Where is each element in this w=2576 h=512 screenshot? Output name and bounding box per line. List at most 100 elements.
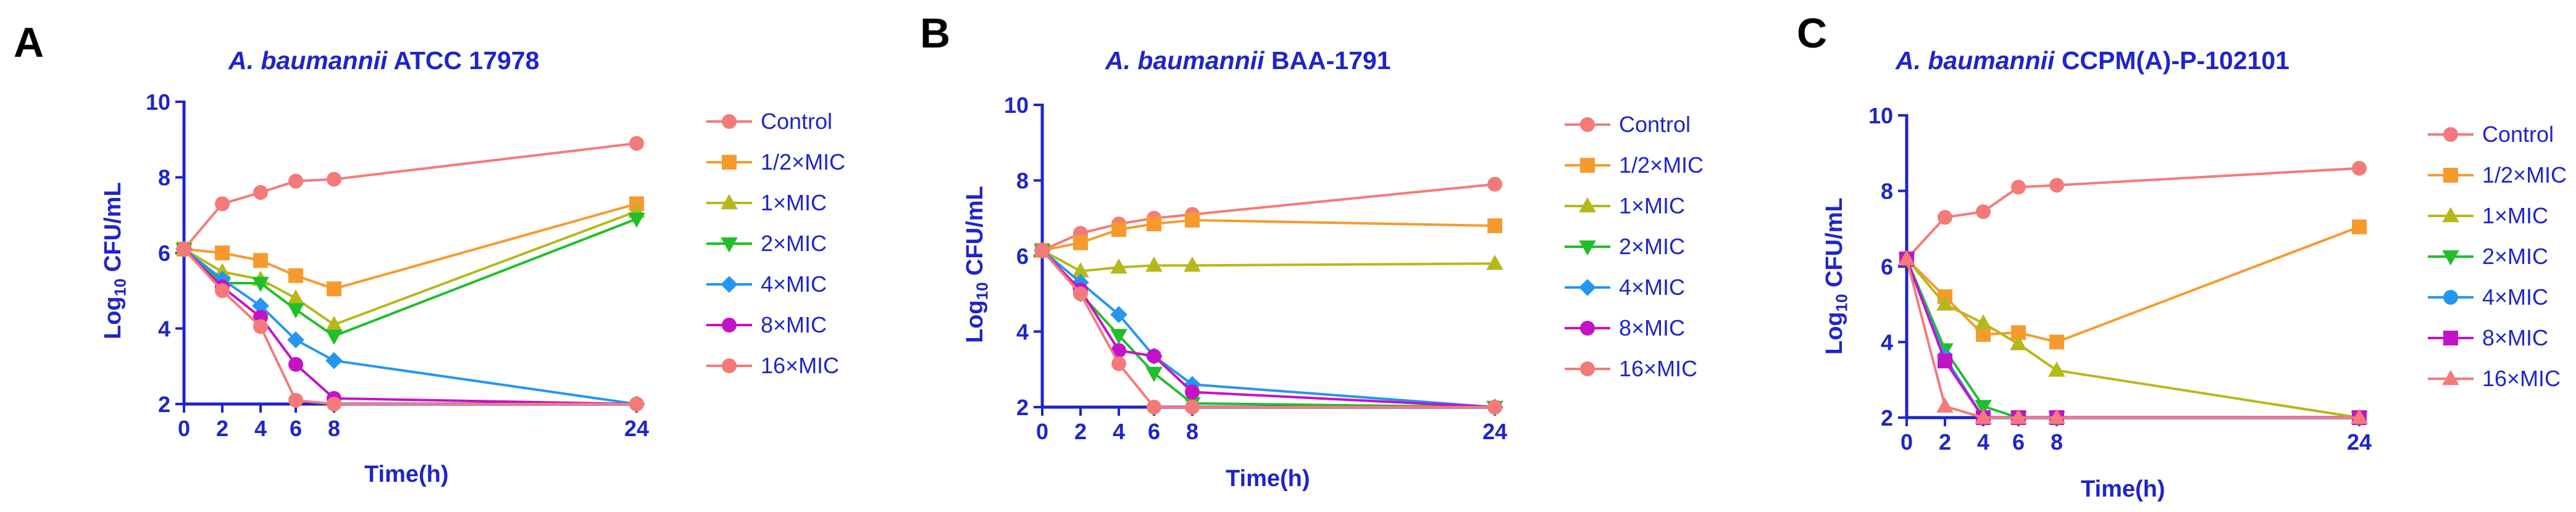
- legend-label: 1/2×MIC: [1619, 152, 1704, 178]
- data-point-16xmic: [1185, 400, 1200, 415]
- x-tick-label: 0: [1901, 429, 1913, 455]
- data-point-8xmic: [1185, 384, 1200, 400]
- data-point-16xmic: [629, 397, 644, 411]
- legend-label: 2×MIC: [2482, 244, 2549, 269]
- series-line-control: [183, 142, 637, 250]
- legend: Control 1/2×MIC 1×MIC 2×MIC 4×MIC 8×MIC 16×MIC: [2427, 122, 2576, 394]
- data-point-4xmic: [1110, 306, 1127, 323]
- series-line-halfxmic: [1042, 218, 1495, 252]
- data-point-16xmic: [1111, 356, 1126, 371]
- data-point-8xmic: [288, 357, 303, 372]
- series-line-8xmic: [183, 248, 637, 405]
- legend-marker: [1579, 240, 1596, 256]
- data-point-control: [1938, 210, 1952, 225]
- y-tick-label: 6: [158, 241, 170, 266]
- data-point-control: [2049, 178, 2064, 193]
- legend-label: 1/2×MIC: [761, 149, 846, 175]
- legend-marker: [1580, 361, 1595, 376]
- x-tick-label: 4: [1113, 419, 1125, 444]
- legend-label: 16×MIC: [761, 353, 840, 378]
- data-point-2xmic: [325, 329, 343, 345]
- legend: Control 1/2×MIC 1×MIC 2×MIC 4×MIC 8×MIC 16×MIC: [1563, 112, 1717, 384]
- x-tick-label: 4: [254, 416, 267, 441]
- legend-swatch: [1565, 279, 1610, 296]
- legend-marker: [2442, 250, 2459, 266]
- legend-marker: [722, 114, 737, 129]
- x-tick-label: 8: [1186, 419, 1198, 444]
- series-line-2xmic: [1905, 258, 2359, 419]
- x-tick-label: 8: [328, 416, 340, 441]
- legend-swatch: [1565, 117, 1610, 132]
- y-tick-label: 6: [1881, 254, 1893, 279]
- data-point-halfxmic: [1111, 222, 1126, 237]
- series-line-2xmic: [1041, 249, 1495, 408]
- data-point-1xmic: [287, 289, 304, 305]
- x-tick-label: 2: [1939, 429, 1951, 455]
- legend-label: 1×MIC: [1619, 193, 1686, 218]
- chart-title-species: A. baumannii: [228, 46, 388, 75]
- legend-marker: [722, 155, 737, 170]
- data-point-2xmic: [1110, 329, 1127, 345]
- legend-label: 8×MIC: [761, 312, 827, 337]
- x-tick-label: 4: [1977, 429, 1989, 455]
- data-point-4xmic: [1072, 274, 1089, 291]
- legend-marker: [1580, 117, 1595, 132]
- data-point-halfxmic: [288, 268, 303, 283]
- data-point-8xmic: [1111, 343, 1126, 358]
- data-point-halfxmic: [253, 253, 268, 268]
- panel-letter: B: [920, 10, 951, 57]
- data-point-halfxmic: [327, 281, 341, 297]
- x-tick-label: 0: [178, 416, 190, 441]
- x-tick-label: 6: [1148, 419, 1160, 444]
- data-point-16xmic: [1147, 400, 1161, 415]
- data-point-1xmic: [214, 263, 231, 278]
- series-line-4xmic: [1041, 249, 1495, 408]
- data-point-1xmic: [325, 315, 343, 331]
- legend-swatch: [1565, 197, 1610, 213]
- data-point-1xmic: [1975, 314, 1992, 330]
- chart-title-strain: CCPM(A)-P-102101: [2061, 46, 2290, 75]
- legend-label: 4×MIC: [2482, 284, 2549, 310]
- data-point-1xmic: [1184, 256, 1201, 272]
- x-tick-label: 6: [290, 416, 302, 441]
- x-tick-label: 0: [1036, 419, 1048, 444]
- data-point-halfxmic: [2011, 325, 2026, 341]
- y-tick-label: 10: [1868, 103, 1893, 128]
- legend-swatch: [1565, 321, 1610, 336]
- legend-marker: [721, 194, 738, 210]
- legend-label: 1/2×MIC: [2482, 162, 2567, 188]
- legend-marker: [2443, 331, 2458, 345]
- legend-label: Control: [2482, 122, 2554, 147]
- data-point-16xmic: [2048, 408, 2065, 424]
- legend-swatch: [1565, 361, 1610, 376]
- data-point-halfxmic: [1185, 212, 1200, 228]
- series-line-16xmic: [183, 248, 637, 405]
- series-line-16xmic: [1905, 258, 2359, 419]
- series-line-1xmic: [1905, 258, 2360, 419]
- legend-swatch: [2428, 250, 2474, 266]
- data-point-16xmic: [1936, 397, 1954, 413]
- legend-swatch: [706, 194, 752, 210]
- legend-label: 16×MIC: [2482, 366, 2561, 391]
- x-tick-label: 2: [216, 416, 228, 441]
- x-tick-label: 2: [1074, 419, 1087, 444]
- legend-swatch: [1565, 158, 1610, 173]
- series-line-4xmic: [183, 248, 637, 405]
- data-point-1xmic: [1486, 254, 1503, 270]
- legend-swatch: [2428, 168, 2474, 183]
- x-tick-label: 24: [624, 416, 649, 441]
- legend-marker: [1579, 197, 1596, 213]
- data-point-1xmic: [2010, 335, 2027, 350]
- data-point-control: [327, 171, 341, 187]
- panel-c: C A. baumannii CCPM(A)-P-102101 Log10 CF…: [1717, 0, 2576, 512]
- data-point-control: [2011, 180, 2026, 195]
- y-tick-label: 10: [1004, 93, 1029, 118]
- legend-swatch: [2428, 370, 2474, 386]
- series-line-1xmic: [183, 210, 637, 326]
- data-point-8xmic: [1147, 349, 1161, 364]
- data-point-8xmic: [1938, 353, 1952, 369]
- legend-swatch: [1565, 240, 1610, 256]
- x-axis-label: Time(h): [364, 461, 449, 487]
- panel-letter: A: [14, 19, 44, 66]
